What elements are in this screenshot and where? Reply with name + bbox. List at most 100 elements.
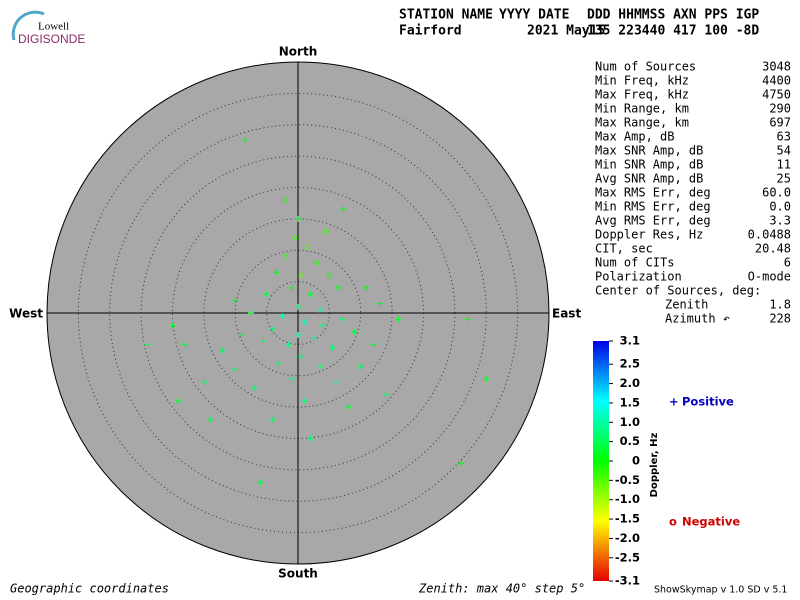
point-positive (251, 385, 258, 392)
legend-label: Negative (682, 515, 740, 529)
stat-label: Min Freq, kHz (595, 74, 689, 88)
point-positive (464, 316, 471, 323)
footer-right: ShowSkymap v 1.0 SD v 5.1 (654, 585, 787, 596)
header-value: Fairford (399, 24, 462, 39)
point-positive (219, 347, 226, 354)
point-positive (279, 313, 286, 320)
colorbar (593, 341, 609, 581)
stat-label: Avg SNR Amp, dB (595, 172, 703, 186)
point-positive (232, 366, 239, 373)
point-positive (144, 341, 151, 348)
header-value: 2021 May15 (527, 24, 605, 39)
point-positive (295, 215, 301, 222)
stat-value: 25 (777, 172, 791, 186)
direction-label: North (279, 45, 317, 59)
point-positive (269, 416, 276, 423)
stat-value: O-mode (748, 270, 791, 284)
point-positive (335, 284, 342, 291)
point-positive (276, 360, 283, 367)
stat-value: 1.8 (769, 298, 791, 312)
point-positive (238, 331, 245, 338)
point-positive (288, 375, 295, 382)
stat-label: Num of Sources (595, 60, 696, 74)
point-positive (376, 300, 383, 307)
stat-value: 60.0 (762, 186, 791, 200)
point-negative (282, 197, 288, 203)
stat-label: Max Amp, dB (595, 130, 674, 144)
point-positive (357, 363, 364, 370)
logo-swoosh (11, 10, 45, 41)
stat-label: Avg RMS Err, deg (595, 214, 711, 228)
plot (46, 61, 550, 565)
point-positive (295, 303, 301, 310)
point-positive (395, 316, 402, 323)
colorbar-tick-label: -1.5 (615, 512, 640, 526)
point-positive (175, 397, 182, 404)
point-positive (316, 363, 323, 370)
logo-bottom: DIGISONDE (18, 32, 85, 46)
point-positive (298, 353, 305, 360)
colorbar-tick-label: 3.1 (620, 334, 640, 348)
point-positive (340, 205, 347, 212)
colorbar-tick-label: -3.1 (615, 574, 640, 588)
stat-label: Azimuth ↶ (665, 312, 730, 326)
colorbar-tick-label: 0 (632, 454, 640, 468)
point-positive (295, 331, 301, 338)
direction-label: East (552, 307, 581, 321)
stat-label: Min Range, km (595, 102, 689, 116)
colorbar-tick-label: -2.5 (615, 550, 640, 564)
stat-value: 11 (777, 158, 791, 172)
point-positive (169, 322, 176, 329)
legend-label: Positive (682, 395, 734, 409)
colorbar-tick-label: 2.0 (620, 376, 640, 390)
stat-value: 63 (777, 130, 791, 144)
point-negative (314, 260, 320, 266)
stat-value: 4750 (762, 88, 791, 102)
header-value: 135 223440 417 100 -8D (587, 24, 759, 39)
point-negative (304, 244, 310, 250)
stat-value: 4400 (762, 74, 791, 88)
stat-value: 20.48 (755, 242, 791, 256)
stat-value: 6 (784, 256, 791, 270)
point-positive (332, 379, 339, 386)
point-positive (301, 397, 308, 404)
point-negative (292, 235, 298, 241)
point-negative (326, 272, 332, 278)
colorbar-title: Doppler, Hz (649, 433, 660, 498)
colorbar-ticks: 3.1 2.5 2.0 1.5 1.0 0.5 0 -0.5 -1.0 -1.5 -2.0 -2.5 -… (609, 334, 640, 588)
stat-label: Num of CITs (595, 256, 674, 270)
point-positive (458, 460, 465, 467)
legend-symbol: + (669, 395, 679, 409)
stat-value: 228 (769, 312, 791, 326)
logo-top: Lowell (38, 21, 69, 33)
point-positive (257, 479, 264, 486)
point-positive (273, 269, 280, 276)
point-positive (316, 306, 323, 313)
stat-value: 697 (769, 116, 791, 130)
stat-label: Max Range, km (595, 116, 689, 130)
stat-label: Min RMS Err, deg (595, 200, 711, 214)
point-positive (247, 310, 254, 316)
point-positive (329, 344, 336, 351)
stat-label: Min SNR Amp, dB (595, 158, 703, 172)
stat-value: 0.0 (769, 200, 791, 214)
direction-label: West (9, 307, 43, 321)
stat-label: Polarization (595, 270, 682, 284)
point-positive (285, 341, 292, 348)
point-negative (323, 228, 329, 234)
colorbar-tick-label: 1.5 (620, 395, 640, 409)
point-positive (364, 284, 371, 291)
header-column: STATION NAME (399, 8, 493, 23)
center-title: Center of Sources, deg: (595, 284, 761, 298)
point-positive (307, 435, 314, 442)
point-positive (232, 297, 239, 304)
point-positive (351, 328, 358, 335)
point-positive (288, 284, 295, 291)
point-positive (182, 341, 189, 348)
footer-middle: Zenith: max 40° step 5° (418, 582, 585, 596)
stat-value: 3.3 (769, 214, 791, 228)
stat-value: 54 (777, 144, 791, 158)
colorbar-tick-label: 0.5 (620, 434, 640, 448)
stat-label: CIT, sec (595, 242, 653, 256)
point-positive (338, 316, 345, 323)
